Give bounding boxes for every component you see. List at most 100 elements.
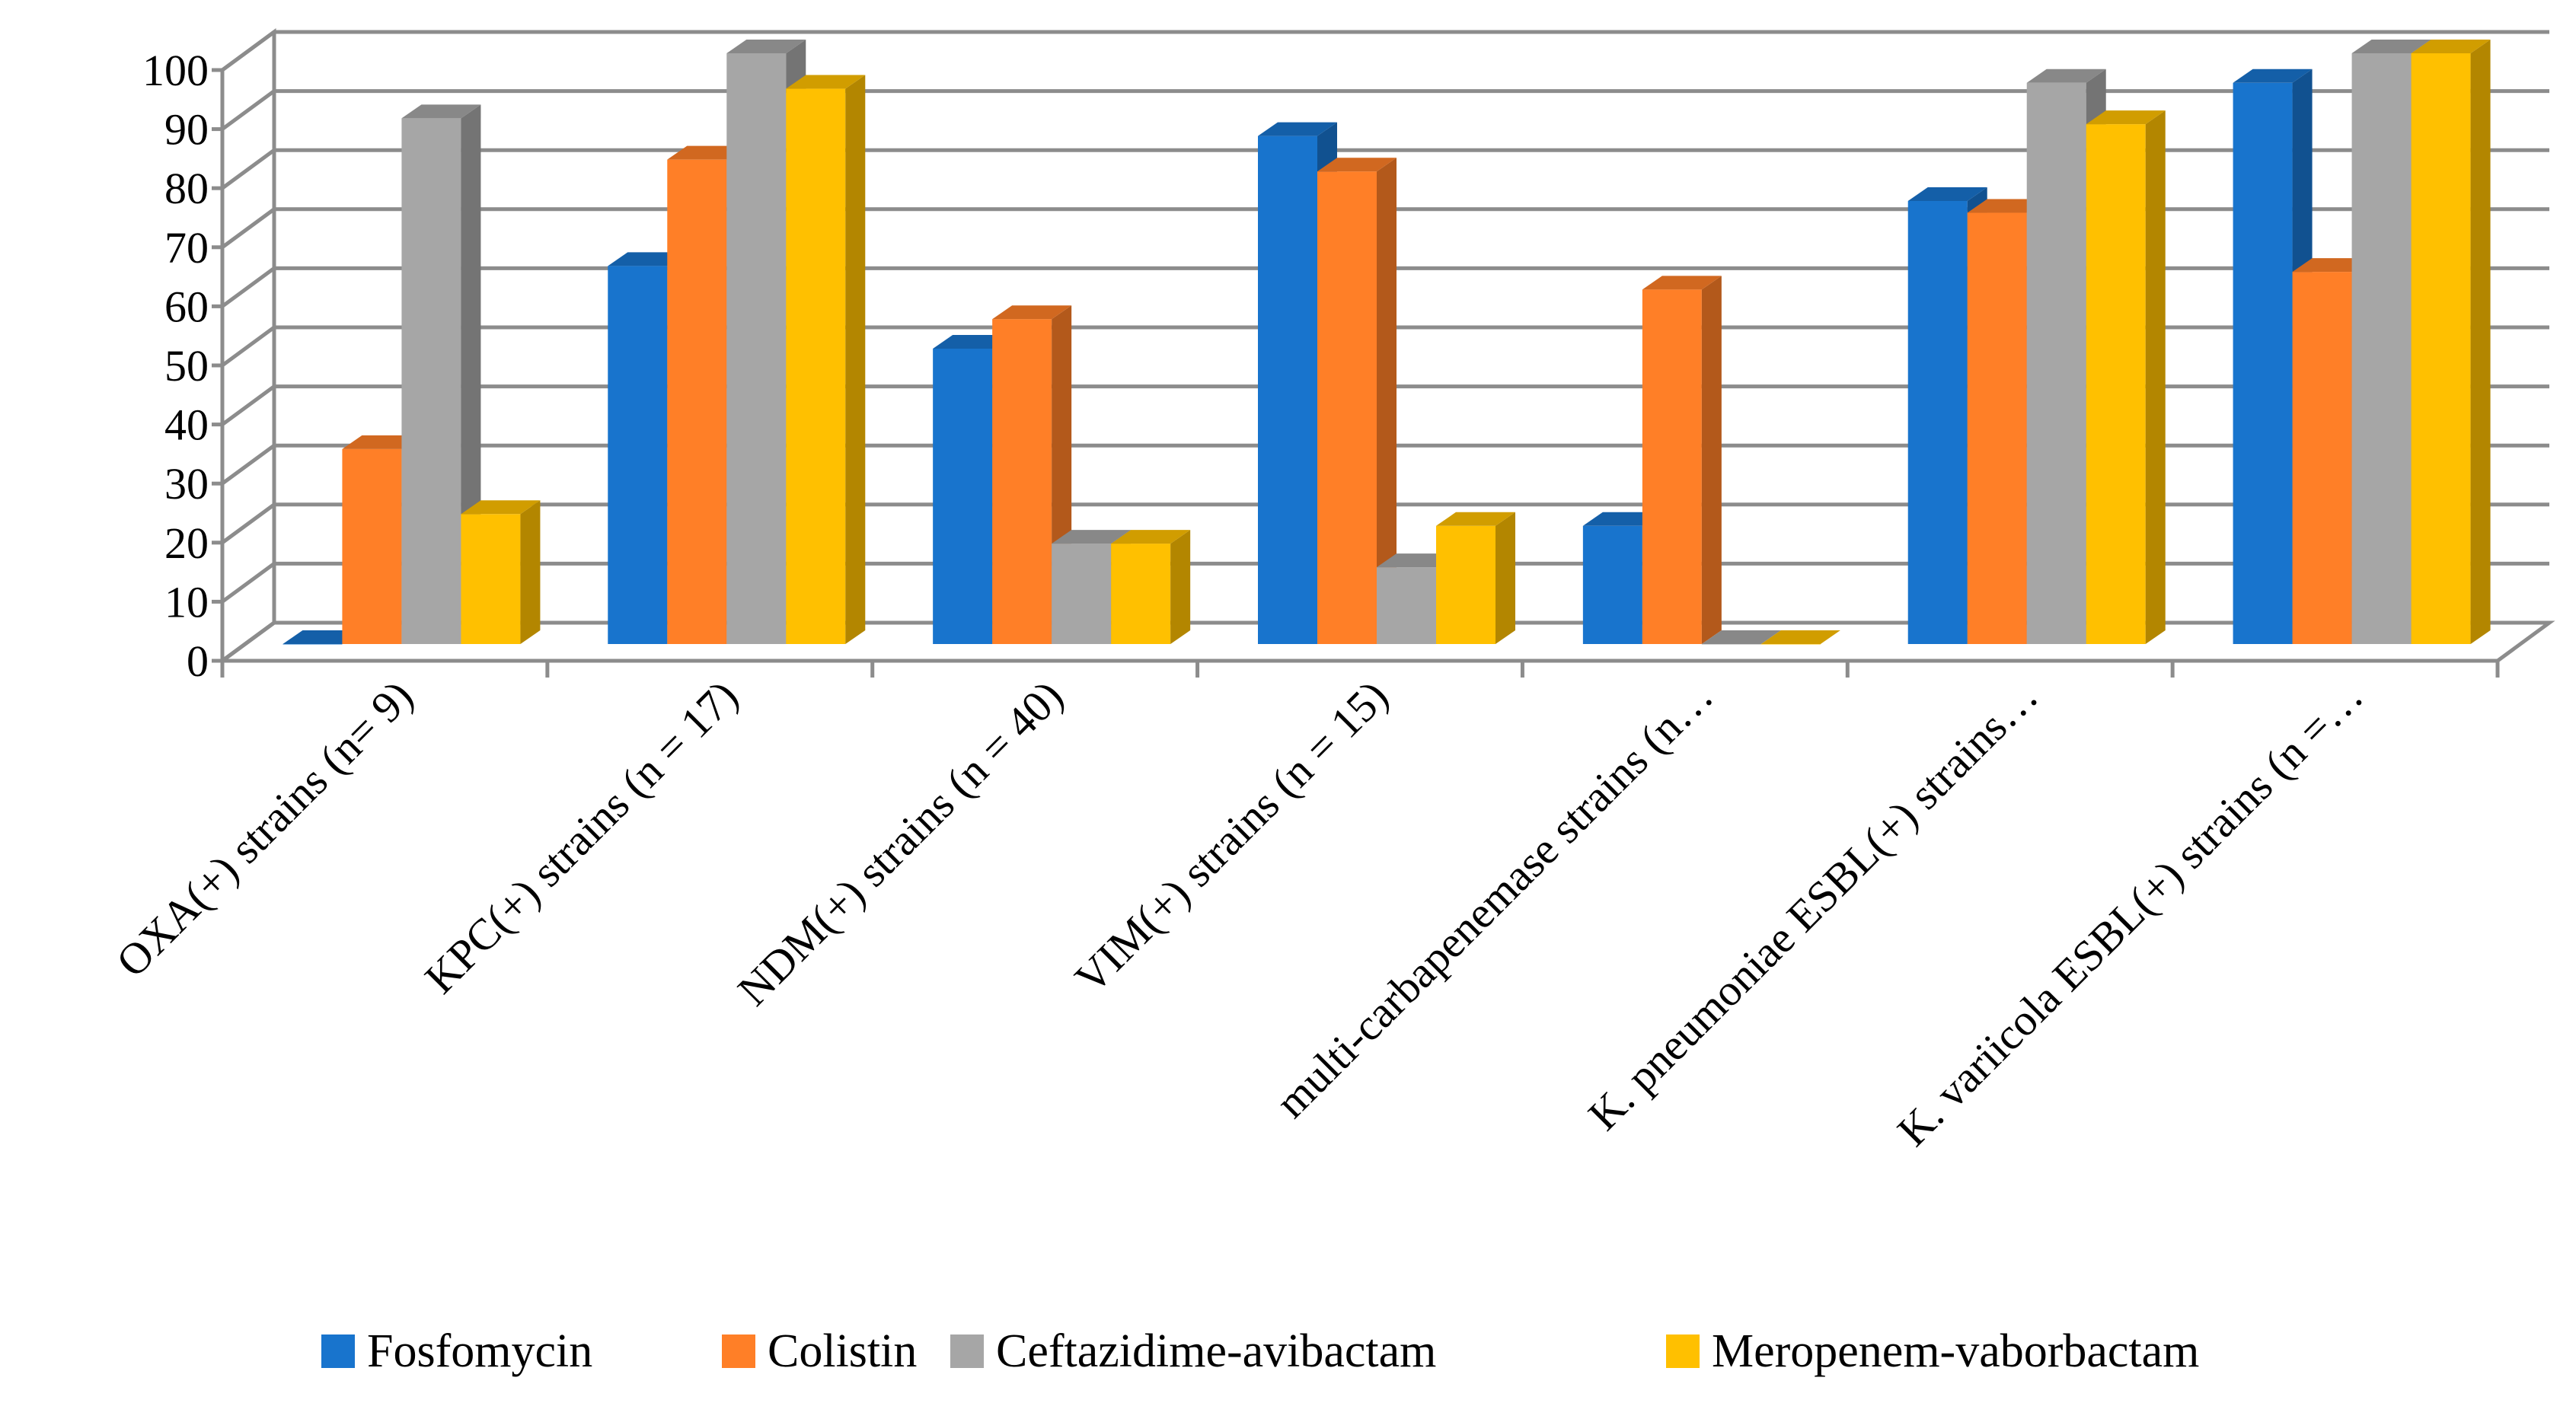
gridline xyxy=(221,89,2549,131)
bar-meropenem-vaborbactam-4 xyxy=(1436,512,1515,644)
bar-top xyxy=(992,305,1072,320)
x-category-label: KPC(+) strains (n = 17) xyxy=(415,671,747,1003)
bar-meropenem-vaborbactam-2 xyxy=(786,75,866,644)
y-tick-label: 20 xyxy=(164,518,209,568)
bar-front xyxy=(401,118,461,645)
gridline xyxy=(221,266,2549,308)
y-tick-label: 40 xyxy=(164,400,209,450)
gridline xyxy=(221,620,2549,663)
bar-front xyxy=(1258,136,1317,644)
bar-front xyxy=(461,514,521,644)
legend-swatch xyxy=(321,1334,355,1368)
bar-top xyxy=(401,104,481,119)
bar-front xyxy=(1967,212,2027,644)
bar-front xyxy=(2233,82,2293,645)
legend-item-meropenem-vaborbactam: Meropenem-vaborbactam xyxy=(1666,1325,2199,1377)
bar-top xyxy=(2411,40,2491,53)
bar-top xyxy=(1052,530,1132,544)
bar-front xyxy=(342,448,402,644)
bar-side xyxy=(845,75,866,644)
bar-top xyxy=(2026,69,2106,83)
bar-top xyxy=(786,75,866,89)
axes xyxy=(212,68,2500,678)
gridline xyxy=(221,561,2549,604)
x-category-label: VIM(+) strains (n = 15) xyxy=(1065,671,1397,1003)
bar-front xyxy=(2292,272,2352,644)
bar-top xyxy=(1258,122,1337,136)
bar-front xyxy=(1760,644,1821,645)
bar-front xyxy=(2351,53,2412,644)
gridline xyxy=(221,30,2549,72)
legend-swatch xyxy=(950,1334,984,1368)
bars xyxy=(282,40,2491,645)
legend-label: Fosfomycin xyxy=(367,1325,592,1377)
bar-front xyxy=(1642,289,1702,644)
y-tick-label: 30 xyxy=(164,459,209,509)
bar-side xyxy=(1377,158,1397,644)
x-category-label: OXA(+) strains (n= 9) xyxy=(107,671,423,987)
y-tick-label: 90 xyxy=(164,105,209,155)
bar-top xyxy=(1642,276,1722,290)
bar-front xyxy=(282,644,343,645)
bar-top xyxy=(726,40,806,53)
legend-swatch xyxy=(1666,1334,1700,1368)
gridline xyxy=(221,207,2549,249)
gridline xyxy=(221,443,2549,486)
bar-top xyxy=(2233,69,2313,83)
bar-front xyxy=(1111,544,1171,644)
y-tick-label: 0 xyxy=(187,636,209,686)
gridline xyxy=(221,502,2549,544)
legend: Fosfomycin Colistin Ceftazidime-avibactam M… xyxy=(321,1325,2199,1377)
bar-colistin-5 xyxy=(1642,276,1722,644)
bar-meropenem-vaborbactam-6 xyxy=(2086,110,2166,644)
bar-side xyxy=(1170,530,1191,644)
bar-top xyxy=(1317,158,1397,172)
bar-meropenem-vaborbactam-5 xyxy=(1760,630,1840,645)
x-category-label: NDM(+) strains (n = 40) xyxy=(728,671,1072,1015)
bar-top xyxy=(1436,512,1515,526)
bar-front xyxy=(786,88,846,644)
bar-top xyxy=(1701,630,1781,644)
bar-front xyxy=(1907,201,1968,644)
bar-front xyxy=(1317,171,1377,644)
bar-side xyxy=(1701,276,1722,644)
bar-front xyxy=(2411,53,2471,644)
bar-ceftazidime-avibactam-1 xyxy=(401,104,481,645)
bar-top xyxy=(1111,530,1191,544)
gridline xyxy=(221,384,2549,426)
bar-ceftazidime-avibactam-5 xyxy=(1701,630,1781,645)
legend-label: Colistin xyxy=(768,1325,917,1377)
gridline xyxy=(221,325,2549,368)
bar-side xyxy=(520,500,541,644)
legend-item-colistin: Colistin xyxy=(722,1325,917,1377)
bar-front xyxy=(2026,82,2086,645)
bar-top xyxy=(1760,630,1840,644)
bar-front xyxy=(1582,525,1642,644)
gridline xyxy=(221,148,2549,190)
bar-front xyxy=(992,319,1052,644)
bar-side xyxy=(2145,110,2166,644)
bar-colistin-4 xyxy=(1317,158,1397,644)
y-tick-label: 50 xyxy=(164,341,209,391)
bar-meropenem-vaborbactam-1 xyxy=(461,500,541,644)
bar-front xyxy=(1436,525,1495,644)
y-tick-label: 10 xyxy=(164,577,209,627)
x-category-labels: OXA(+) strains (n= 9)KPC(+) strains (n =… xyxy=(107,671,2373,1156)
bar-side xyxy=(2470,40,2491,644)
bar-front xyxy=(726,53,787,644)
bar-front xyxy=(1052,544,1112,644)
bar-top xyxy=(2086,110,2166,125)
bar-top xyxy=(2351,40,2431,53)
y-tick-label: 60 xyxy=(164,282,209,331)
bar-top xyxy=(1907,187,1987,201)
bar-meropenem-vaborbactam-3 xyxy=(1111,530,1191,644)
y-tick-labels: 0 10 20 30 40 50 60 70 80 90 100 xyxy=(142,46,209,686)
gridlines xyxy=(221,30,2549,663)
legend-item-ceftazidime-avibactam: Ceftazidime-avibactam xyxy=(950,1325,1436,1377)
legend-item-fosfomycin: Fosfomycin xyxy=(321,1325,592,1377)
legend-swatch xyxy=(722,1334,755,1368)
bar-front xyxy=(2086,124,2146,644)
y-tick-label: 70 xyxy=(164,223,209,273)
bar-front xyxy=(1701,644,1761,645)
